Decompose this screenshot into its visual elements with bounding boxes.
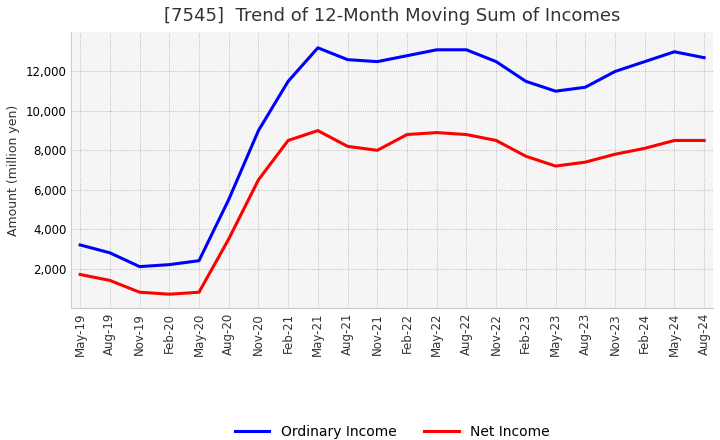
Net Income — [225, 236, 233, 242]
Net Income — [284, 138, 292, 143]
Ordinary Income — [433, 47, 441, 52]
Ordinary Income — [670, 49, 679, 55]
Net Income — [581, 160, 590, 165]
Net Income — [462, 132, 471, 137]
Ordinary Income — [402, 53, 411, 59]
Net Income — [76, 272, 84, 277]
Ordinary Income — [76, 242, 84, 248]
Ordinary Income — [611, 69, 619, 74]
Net Income — [700, 138, 708, 143]
Ordinary Income — [135, 264, 144, 269]
Title: [7545]  Trend of 12-Month Moving Sum of Incomes: [7545] Trend of 12-Month Moving Sum of I… — [164, 7, 621, 25]
Legend: Ordinary Income, Net Income: Ordinary Income, Net Income — [229, 419, 555, 440]
Ordinary Income — [254, 128, 263, 133]
Net Income — [402, 132, 411, 137]
Net Income — [640, 146, 649, 151]
Net Income — [343, 144, 352, 149]
Net Income — [670, 138, 679, 143]
Ordinary Income — [343, 57, 352, 62]
Net Income — [313, 128, 322, 133]
Net Income — [254, 177, 263, 183]
Ordinary Income — [462, 47, 471, 52]
Ordinary Income — [492, 59, 500, 64]
Ordinary Income — [313, 45, 322, 51]
Net Income — [373, 148, 382, 153]
Ordinary Income — [106, 250, 114, 256]
Ordinary Income — [373, 59, 382, 64]
Net Income — [135, 290, 144, 295]
Ordinary Income — [700, 55, 708, 60]
Ordinary Income — [552, 88, 560, 94]
Net Income — [492, 138, 500, 143]
Net Income — [194, 290, 203, 295]
Line: Net Income: Net Income — [80, 131, 704, 294]
Ordinary Income — [194, 258, 203, 263]
Net Income — [106, 278, 114, 283]
Line: Ordinary Income: Ordinary Income — [80, 48, 704, 267]
Ordinary Income — [225, 197, 233, 202]
Ordinary Income — [165, 262, 174, 267]
Ordinary Income — [581, 84, 590, 90]
Net Income — [165, 292, 174, 297]
Ordinary Income — [284, 79, 292, 84]
Ordinary Income — [521, 79, 530, 84]
Net Income — [521, 154, 530, 159]
Ordinary Income — [640, 59, 649, 64]
Y-axis label: Amount (million yen): Amount (million yen) — [7, 104, 20, 236]
Net Income — [433, 130, 441, 135]
Net Income — [552, 163, 560, 169]
Net Income — [611, 152, 619, 157]
